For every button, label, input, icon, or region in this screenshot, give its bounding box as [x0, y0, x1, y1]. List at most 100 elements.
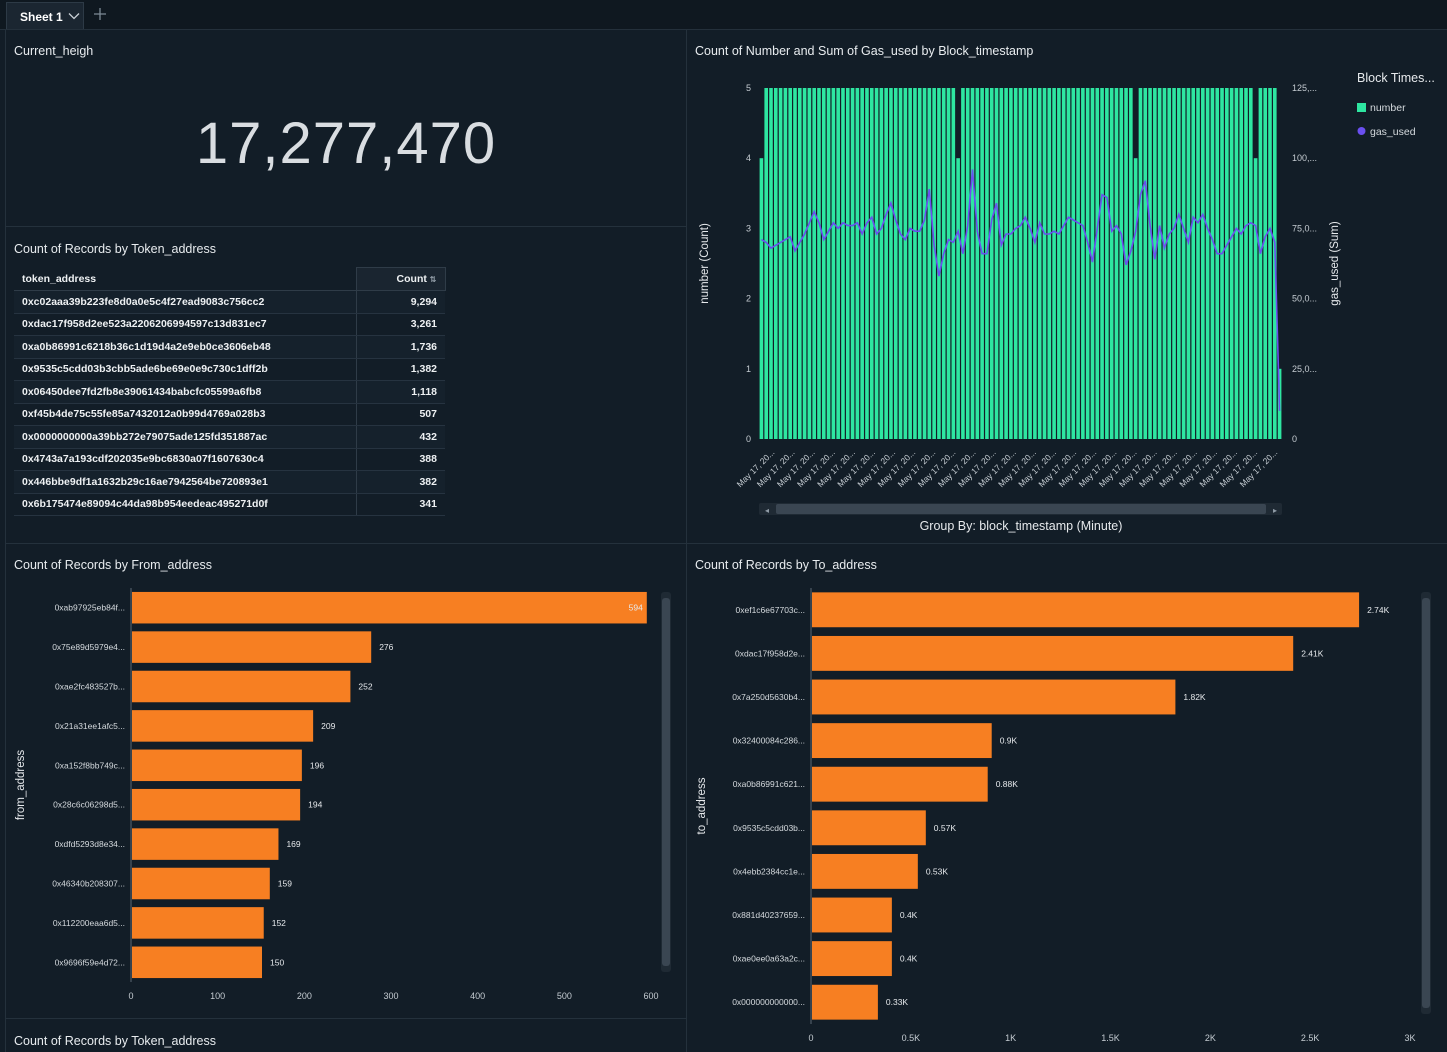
bar-number[interactable] [1196, 88, 1200, 439]
bar-number[interactable] [951, 88, 956, 439]
bar-number[interactable] [773, 88, 778, 439]
bar[interactable] [132, 946, 262, 979]
bar-number[interactable] [999, 88, 1004, 439]
x-scrollbar-thumb[interactable] [776, 504, 1266, 514]
bar-number[interactable] [1167, 88, 1172, 439]
bar[interactable] [132, 670, 351, 703]
bar-number[interactable] [1047, 88, 1052, 439]
bar-number[interactable] [1076, 88, 1080, 439]
to-address-chart[interactable]: 0xef1c6e67703c... 2.74K 0xdac17f958d2e... 2… [687, 580, 1447, 1052]
bar-number[interactable] [841, 88, 845, 439]
bar-number[interactable] [1018, 88, 1023, 439]
bar-number[interactable] [1061, 88, 1066, 439]
bar-number[interactable] [956, 158, 960, 439]
bar-number[interactable] [1234, 88, 1239, 439]
bar[interactable] [132, 828, 279, 860]
bar[interactable] [812, 984, 878, 1020]
bar-number[interactable] [1009, 88, 1013, 439]
bar[interactable] [132, 788, 301, 821]
bar-number[interactable] [1114, 88, 1119, 439]
tab-sheet-1[interactable]: Sheet 1 [6, 2, 84, 29]
bar-number[interactable] [1181, 88, 1186, 439]
bar[interactable] [132, 907, 264, 939]
table-row[interactable]: 0xf45b4de75c55fe85a7432012a0b99d4769a028… [14, 403, 445, 426]
bar-number[interactable] [865, 88, 869, 439]
bar-number[interactable] [793, 88, 797, 439]
bar-number[interactable] [783, 88, 788, 439]
table-row[interactable]: 0x446bbe9df1a1632b29c16ae7942564be720893… [14, 470, 445, 494]
bar-number[interactable] [1133, 158, 1138, 439]
bar-number[interactable] [879, 88, 884, 439]
bar-number[interactable] [1225, 88, 1229, 439]
bar[interactable] [812, 941, 892, 977]
bar-number[interactable] [1095, 88, 1100, 439]
v-scrollbar-thumb[interactable] [1422, 598, 1430, 1008]
bar-number[interactable] [884, 88, 888, 439]
bar-number[interactable] [836, 88, 840, 439]
bar-number[interactable] [759, 158, 764, 439]
bar-number[interactable] [1215, 88, 1220, 439]
bar-number[interactable] [1253, 158, 1258, 439]
bar-number[interactable] [812, 88, 816, 439]
bar-number[interactable] [1081, 88, 1085, 439]
bar-number[interactable] [860, 88, 864, 439]
legend-label-number[interactable]: number [1370, 102, 1406, 114]
bar-number[interactable] [908, 88, 912, 439]
bar-number[interactable] [869, 88, 874, 439]
bar[interactable] [812, 592, 1360, 628]
bar-number[interactable] [1229, 88, 1234, 439]
line-gas-used[interactable] [760, 169, 1281, 411]
v-scrollbar-thumb[interactable] [662, 598, 670, 966]
bar-number[interactable] [961, 88, 965, 439]
bar-number[interactable] [874, 88, 879, 439]
bar-number[interactable] [980, 88, 984, 439]
bar[interactable] [132, 591, 647, 624]
table-row[interactable]: 0xa0b86991c6218b36c1d19d4a2e9eb0ce3606eb… [14, 335, 445, 359]
bar-number[interactable] [1119, 88, 1124, 439]
bar-number[interactable] [807, 88, 812, 439]
bar[interactable] [812, 897, 892, 933]
sort-icon[interactable]: ⇅ [429, 275, 437, 284]
bar-number[interactable] [764, 88, 768, 439]
bar-number[interactable] [1172, 88, 1176, 439]
bar-number[interactable] [1037, 88, 1042, 439]
bar-number[interactable] [778, 88, 783, 439]
bar-number[interactable] [1143, 88, 1148, 439]
column-header-count[interactable]: Count ⇅ [356, 267, 446, 291]
table-row[interactable]: 0xc02aaa39b223fe8d0a0e5c4f27ead9083c756c… [14, 290, 445, 314]
bar-number[interactable] [1042, 88, 1047, 439]
add-sheet-icon[interactable] [92, 6, 108, 22]
bar-number[interactable] [1004, 88, 1008, 439]
chevron-down-icon[interactable] [67, 9, 81, 23]
scroll-right-icon[interactable]: ▸ [1273, 506, 1277, 515]
bar-number[interactable] [1239, 88, 1244, 439]
bar-number[interactable] [1066, 88, 1071, 439]
bar-number[interactable] [1220, 88, 1224, 439]
bar-number[interactable] [932, 88, 936, 439]
bar-number[interactable] [802, 88, 807, 439]
bar[interactable] [812, 766, 988, 802]
bar-number[interactable] [1105, 88, 1109, 439]
bar-number[interactable] [797, 88, 802, 439]
bar-number[interactable] [1177, 88, 1181, 439]
bar-number[interactable] [1023, 88, 1028, 439]
bar-number[interactable] [893, 88, 898, 439]
bar-number[interactable] [1100, 88, 1104, 439]
bar[interactable] [812, 723, 992, 759]
scroll-left-icon[interactable]: ◂ [765, 506, 769, 515]
bar-number[interactable] [1129, 88, 1133, 439]
bar-number[interactable] [1268, 88, 1272, 439]
bar-number[interactable] [831, 88, 836, 439]
bar-number[interactable] [927, 88, 932, 439]
bar-number[interactable] [898, 88, 903, 439]
bar[interactable] [132, 867, 270, 900]
bar-number[interactable] [855, 88, 860, 439]
table-row[interactable]: 0x6b175474e89094c44da98b954eedeac495271d… [14, 493, 445, 516]
legend-label-gas-used[interactable]: gas_used [1370, 126, 1416, 138]
bar-number[interactable] [1138, 88, 1143, 439]
bar-number[interactable] [889, 88, 893, 439]
bar-number[interactable] [821, 88, 826, 439]
bar-number[interactable] [1109, 88, 1114, 439]
bar-number[interactable] [1090, 88, 1095, 439]
bar[interactable] [812, 679, 1176, 715]
